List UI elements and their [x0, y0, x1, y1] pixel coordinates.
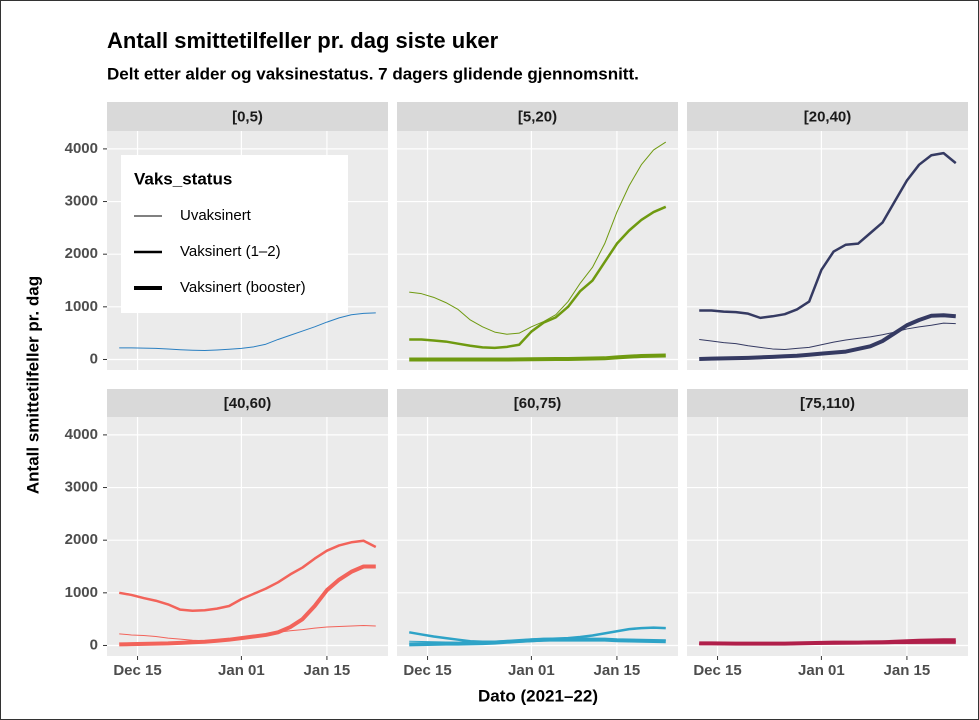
y-tick-label: 1000 — [65, 298, 98, 315]
y-tick-label: 2000 — [65, 531, 98, 548]
x-tick-label: Dec 15 — [403, 662, 451, 679]
legend-title: Vaks_status — [134, 169, 232, 188]
y-tick-label: 0 — [90, 350, 98, 367]
strip — [107, 389, 388, 417]
legend-label: Vaksinert (booster) — [180, 279, 306, 296]
series-line — [699, 322, 956, 350]
x-tick-label: Dec 15 — [693, 662, 741, 679]
strip — [397, 102, 678, 131]
chart-subtitle: Delt etter alder og vaksinestatus. 7 dag… — [107, 64, 639, 83]
strip — [687, 389, 968, 417]
facet-title: [5,20) — [518, 108, 557, 125]
facet-title: [20,40) — [804, 108, 852, 125]
y-axis-title: Antall smittetilfeller pr. dag — [23, 276, 42, 494]
x-tick-label: Jan 01 — [218, 662, 265, 679]
facet-title: [40,60) — [224, 395, 272, 412]
legend-label: Uvaksinert — [180, 207, 252, 224]
legend-label: Vaksinert (1–2) — [180, 243, 281, 260]
y-tick-label: 0 — [90, 636, 98, 653]
y-tick-label: 1000 — [65, 584, 98, 601]
series-line — [409, 205, 667, 350]
y-tick-label: 4000 — [65, 426, 98, 443]
series-line — [119, 312, 376, 352]
x-tick-label: Jan 15 — [304, 662, 351, 679]
panel — [107, 417, 388, 656]
chart-title: Antall smittetilfeller pr. dag siste uke… — [107, 28, 499, 53]
series-line — [409, 353, 666, 362]
y-tick-label: 3000 — [65, 479, 98, 496]
series-line — [699, 313, 956, 361]
series-line — [699, 151, 957, 320]
x-tick-label: Dec 15 — [113, 662, 161, 679]
series-line — [119, 564, 376, 647]
strip — [687, 102, 968, 131]
series-line — [409, 141, 667, 335]
panel — [687, 131, 968, 370]
series-line — [409, 637, 666, 647]
panel — [397, 417, 678, 656]
facet-title: [75,110) — [800, 395, 855, 412]
y-tick-label: 2000 — [65, 245, 98, 262]
y-tick-label: 4000 — [65, 140, 98, 157]
strip — [397, 389, 678, 417]
x-tick-label: Jan 15 — [594, 662, 641, 679]
x-axis-title: Dato (2021–22) — [478, 686, 598, 705]
series-line — [699, 638, 956, 646]
facet-title: [60,75) — [514, 395, 562, 412]
x-tick-label: Jan 15 — [884, 662, 931, 679]
x-tick-label: Jan 01 — [508, 662, 555, 679]
panel — [687, 417, 968, 656]
panel — [397, 131, 678, 370]
x-tick-label: Jan 01 — [798, 662, 845, 679]
y-tick-label: 3000 — [65, 193, 98, 210]
facet-title: [0,5) — [232, 108, 263, 125]
strip — [107, 102, 388, 131]
series-line — [119, 539, 377, 612]
